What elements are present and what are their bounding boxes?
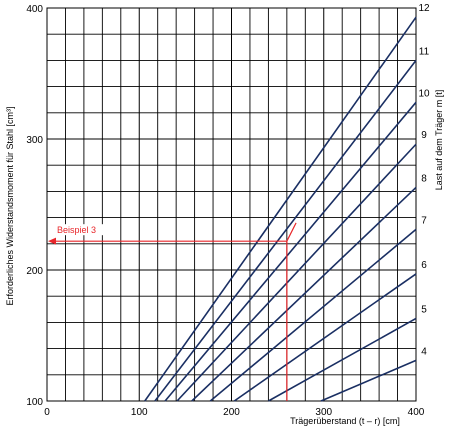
series-label-11: 11 bbox=[419, 46, 430, 57]
series-line-10 bbox=[164, 101, 417, 402]
series-label-7: 7 bbox=[421, 215, 427, 226]
x-origin-label: 0 bbox=[44, 407, 50, 418]
annotation-label-bg bbox=[55, 224, 105, 236]
annotation: Beispiel 3 bbox=[48, 222, 297, 401]
series-label-9: 9 bbox=[421, 130, 427, 141]
y-tick-label: 100 bbox=[26, 397, 43, 408]
series-label-12: 12 bbox=[418, 3, 430, 14]
series-line-8 bbox=[191, 186, 417, 402]
series-line-12 bbox=[144, 16, 417, 402]
series-line-6 bbox=[233, 273, 417, 402]
y-tick-label: 300 bbox=[26, 135, 43, 146]
series-label-8: 8 bbox=[421, 173, 427, 184]
series-label-4: 4 bbox=[421, 346, 427, 357]
series-line-9 bbox=[176, 143, 417, 402]
annotation-label: Beispiel 3 bbox=[57, 225, 96, 235]
x-tick-label: 200 bbox=[223, 407, 240, 418]
x-tick-label: 400 bbox=[408, 407, 425, 418]
series-label-6: 6 bbox=[421, 260, 427, 271]
y-tick-label: 200 bbox=[26, 266, 43, 277]
x-tick-label: 100 bbox=[131, 407, 148, 418]
series-label-5: 5 bbox=[421, 304, 427, 315]
tick-labels: 0 100 200 300 400 100 200 300 400 bbox=[26, 4, 424, 418]
series-line-11 bbox=[154, 59, 417, 402]
series-labels: 12 11 10 9 8 7 6 5 4 bbox=[418, 3, 430, 357]
y-axis-title: Erforderliches Widerstandsmoment für Sta… bbox=[5, 106, 15, 305]
plot-frame bbox=[46, 7, 417, 402]
y-tick-label: 400 bbox=[26, 4, 43, 15]
x-tick-label: 300 bbox=[315, 407, 332, 418]
series-line-4 bbox=[320, 359, 417, 402]
series-label-10: 10 bbox=[418, 88, 430, 99]
series-layer bbox=[144, 16, 417, 402]
series-line-5 bbox=[268, 317, 417, 402]
annotation-arrowhead bbox=[48, 237, 56, 245]
y2-axis-title: Last auf dem Träger m [t] bbox=[434, 90, 444, 191]
series-line-7 bbox=[209, 228, 417, 402]
annotation-diagonal-line bbox=[286, 222, 297, 242]
x-axis-title: Trägerüberstand (t – r) [cm] bbox=[290, 416, 400, 426]
